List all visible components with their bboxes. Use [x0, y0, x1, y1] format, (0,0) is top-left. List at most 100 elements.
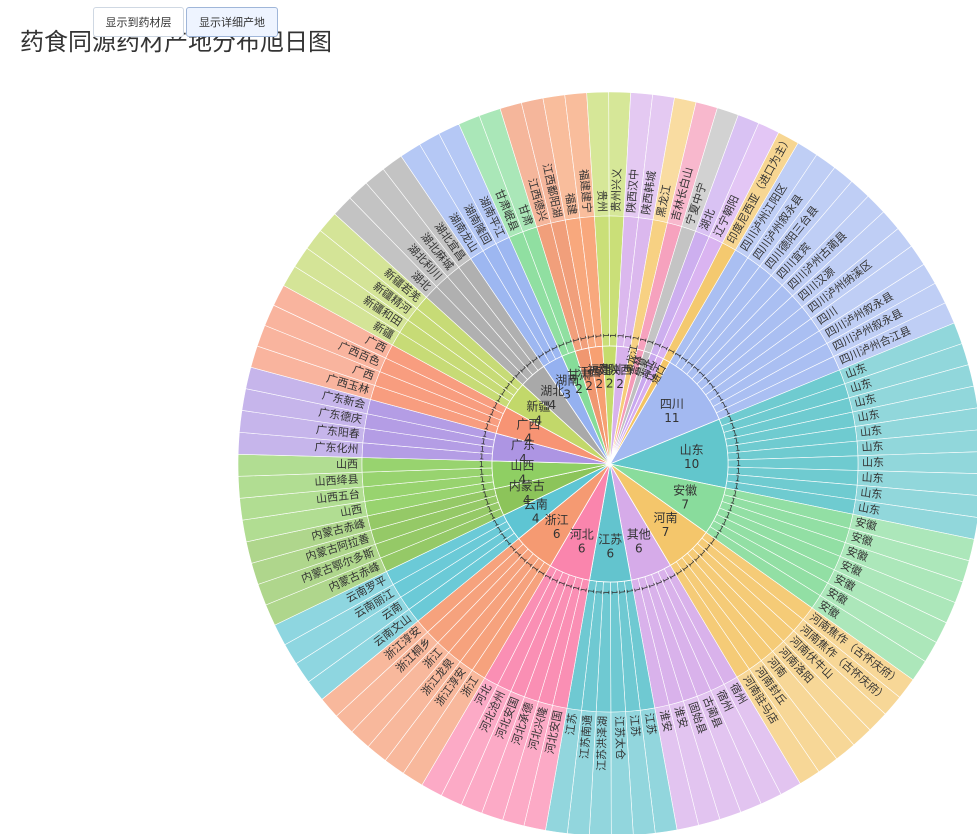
origin-label: 淮安: [657, 709, 675, 733]
province-value-label: 11: [664, 411, 679, 425]
province-name-label: 云南: [524, 497, 548, 512]
province-value-label: 4: [535, 413, 543, 427]
herb-count-label: 1: [499, 531, 508, 541]
province-name-label: 江苏: [598, 532, 622, 546]
province-value-label: 6: [635, 541, 643, 555]
herb-count-label: 1: [617, 589, 626, 595]
herb-count-label: 1: [686, 359, 696, 369]
herb-count-label: 1: [486, 504, 494, 514]
origin-label: 山东: [861, 440, 884, 454]
province-value-label: 2: [606, 377, 614, 391]
herb-count-label: 1: [503, 381, 512, 391]
herb-count-label: 1: [537, 568, 547, 577]
herb-count-label: 1: [616, 333, 625, 339]
herb-count-label: 1: [708, 537, 717, 547]
origin-label: 广东阳春: [315, 423, 360, 441]
origin-label: 山东: [857, 408, 881, 425]
origin-label: 福建建宁: [577, 169, 595, 214]
herb-count-label: 1: [524, 559, 534, 569]
herb-count-label: 1: [680, 563, 690, 572]
origin-label: 安徽: [854, 515, 879, 534]
province-name-label: 湖北: [540, 383, 564, 398]
herb-count-label: 1: [593, 333, 602, 339]
herb-count-label: 1: [483, 497, 491, 507]
origin-label: 福建: [563, 192, 580, 216]
herb-count-label: 1: [735, 474, 741, 484]
herb-count-label: 1: [485, 415, 493, 425]
province-value-label: 2: [616, 377, 624, 391]
origin-label: 山东: [859, 424, 882, 440]
herb-count-label: 1: [571, 336, 581, 343]
province-name-label: 湖南: [555, 373, 579, 388]
herb-count-label: 1: [579, 586, 589, 593]
herb-count-label: 1: [587, 588, 597, 594]
herb-count-label: 1: [631, 335, 641, 342]
province-value-label: 2: [585, 379, 593, 393]
origin-label: 山东: [861, 471, 884, 485]
herb-count-label: 1: [667, 572, 677, 581]
province-name-label: 四川: [660, 397, 684, 411]
origin-label: 山东: [857, 501, 881, 518]
show-detail-origin-button[interactable]: 显示详细产地: [186, 7, 278, 37]
herb-count-label: 1: [495, 525, 504, 535]
herb-count-label: 1: [479, 452, 485, 461]
herb-count-label: 1: [480, 437, 487, 447]
herb-count-label: 1: [716, 524, 725, 534]
herb-count-label: 1: [602, 590, 611, 595]
herb-count-label: 1: [503, 537, 513, 547]
province-name-label: 福建: [587, 362, 611, 377]
herb-count-label: 1: [508, 543, 518, 553]
herb-count-label: 1: [691, 364, 701, 374]
herb-count-label: 1: [733, 481, 740, 491]
herb-count-label: 1: [564, 582, 574, 590]
herb-count-label: 1: [499, 387, 508, 397]
herb-count-label: 1: [702, 375, 712, 385]
origin-label: 江苏: [564, 712, 580, 736]
herb-count-label: 1: [479, 444, 485, 454]
herb-count-label: 1: [530, 564, 540, 573]
province-name-label: 广东: [511, 438, 535, 452]
province-value-label: 4: [519, 473, 527, 487]
province-slice[interactable]: [609, 358, 671, 465]
herb-count-label: 1: [716, 393, 725, 403]
herb-count-label: 1: [736, 459, 741, 468]
origin-label: 江苏太仓: [612, 716, 627, 760]
show-herb-level-button[interactable]: 显示到药材层: [93, 7, 184, 37]
herb-count-label: 1: [578, 335, 588, 342]
province-name-label: 河南: [654, 510, 678, 525]
herb-count-label: 1: [723, 407, 731, 417]
province-value-label: 4: [523, 493, 531, 507]
province-name-label: 山西: [510, 459, 534, 473]
province-value-label: 6: [553, 527, 561, 541]
province-value-label: 7: [662, 525, 670, 539]
herb-count-label: 1: [491, 401, 500, 411]
herb-count-label: 1: [488, 407, 496, 417]
herb-count-label: 1: [563, 339, 573, 347]
province-name-label: 其他: [627, 527, 651, 541]
inner-ring: [491, 345, 729, 583]
province-value-label: 3: [563, 388, 571, 402]
herb-count-label: 1: [513, 549, 523, 559]
herb-count-label: 1: [639, 584, 649, 591]
province-name-label: 浙江: [545, 513, 569, 527]
province-value-label: 6: [606, 546, 614, 560]
herb-count-label: 1: [735, 444, 741, 454]
province-value-label: 4: [548, 398, 556, 412]
herb-count-label: 1: [542, 347, 552, 356]
province-name-label: 江西: [577, 365, 601, 379]
origin-label: 江苏: [642, 712, 658, 736]
province-value-label: 2: [575, 382, 583, 396]
province-slice[interactable]: [609, 361, 720, 465]
herb-count-label: 1: [726, 414, 734, 424]
origin-label: 山西绛县: [314, 472, 359, 489]
herb-count-label: 1: [686, 559, 696, 569]
herb-count-label: 1: [654, 579, 664, 587]
herb-count-label: 1: [610, 590, 619, 595]
herb-count-label: 1: [679, 355, 689, 364]
province-value-label: 4: [525, 432, 533, 446]
herb-count-label: 1: [556, 341, 566, 349]
herb-count-label: 1: [507, 375, 517, 385]
province-value-label: 2: [595, 377, 603, 391]
province-value-label: 4: [532, 512, 540, 526]
